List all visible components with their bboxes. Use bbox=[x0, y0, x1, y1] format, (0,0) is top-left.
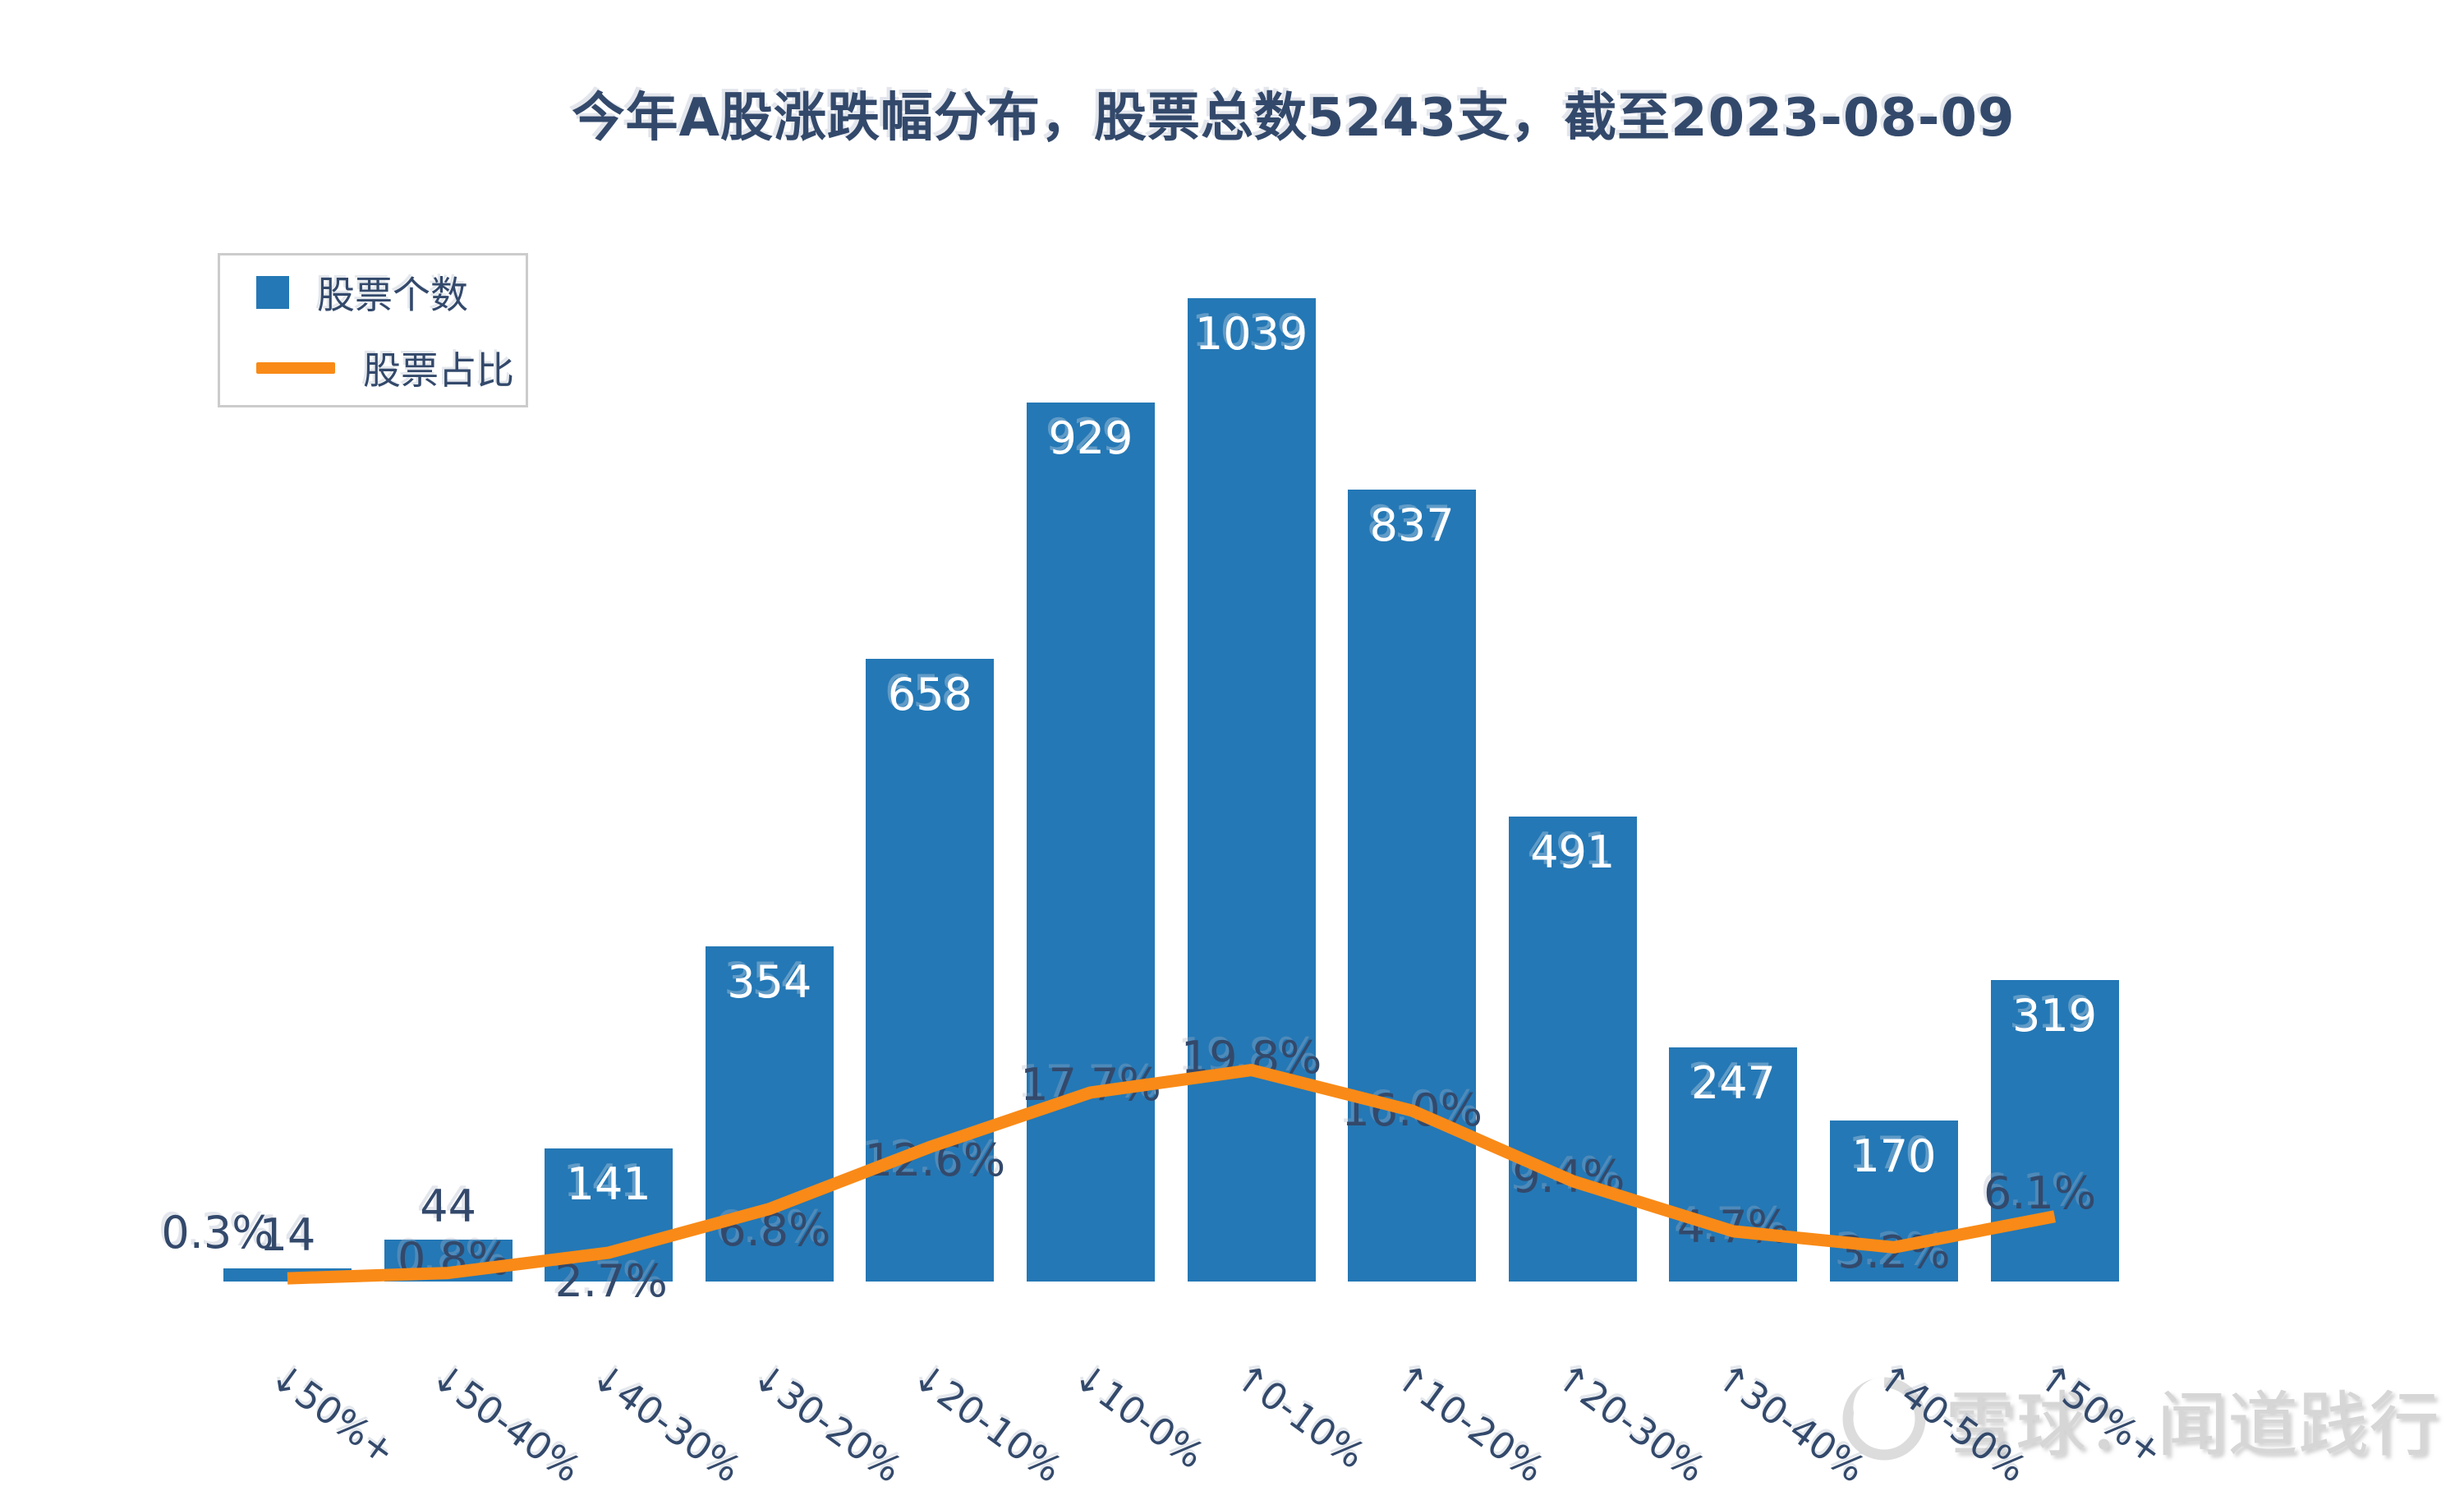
bar-value-label: 491 bbox=[1530, 826, 1616, 878]
x-tick-label: ↑10-20% bbox=[1386, 1354, 1553, 1491]
bar-value-label: 837 bbox=[1369, 499, 1455, 551]
legend-line-label: 股票占比 bbox=[363, 348, 514, 393]
bar-series-swatch-icon bbox=[256, 276, 289, 309]
pct-value-label: 6.8% bbox=[718, 1203, 831, 1256]
bar-value-label: 1039 bbox=[1194, 308, 1308, 360]
x-tick-label: ↑0-10% bbox=[1225, 1354, 1373, 1478]
pct-value-label: 6.1% bbox=[1983, 1167, 2097, 1219]
bar-value-label: 319 bbox=[2012, 990, 2098, 1042]
x-tick-label: ↓10-0% bbox=[1064, 1354, 1212, 1478]
pct-value-label: 16.0% bbox=[1341, 1084, 1483, 1136]
watermark-text: 雪球：闻道践行 bbox=[1945, 1384, 2439, 1466]
x-tick-label: ↓30-20% bbox=[743, 1354, 910, 1491]
x-tick-label: ↓50%+ bbox=[261, 1354, 404, 1474]
legend-item-bar-series: 股票个数 bbox=[256, 265, 526, 320]
pct-value-label: 2.7% bbox=[554, 1254, 668, 1307]
x-tick-label: ↑20-30% bbox=[1547, 1354, 1713, 1491]
line-series-swatch-icon bbox=[256, 362, 335, 374]
bar-value-label: 247 bbox=[1690, 1057, 1776, 1109]
x-tick-label: ↓50-40% bbox=[422, 1354, 589, 1491]
pct-value-label: 0.3% bbox=[161, 1207, 274, 1259]
bar-value-label: 354 bbox=[727, 956, 812, 1008]
bar-value-label: 929 bbox=[1048, 412, 1133, 464]
legend-item-line-series: 股票占比 bbox=[256, 341, 526, 395]
chart-title: 今年A股涨跌幅分布，股票总数5243支，截至2023-08-09 bbox=[572, 88, 2016, 149]
bar-value-label: 141 bbox=[566, 1158, 651, 1210]
bar-value-label: 658 bbox=[887, 669, 972, 720]
pct-value-label: 19.8% bbox=[1180, 1031, 1322, 1084]
x-tick-label: ↓20-10% bbox=[904, 1354, 1071, 1491]
legend-bar-label: 股票个数 bbox=[317, 273, 468, 317]
xueqiu-snowball-icon bbox=[1842, 1377, 1926, 1460]
pct-value-label: 12.6% bbox=[864, 1134, 1006, 1187]
watermark: 雪球：闻道践行 bbox=[1838, 1367, 2439, 1470]
pct-value-label: 9.4% bbox=[1512, 1150, 1625, 1203]
pct-value-label: 3.2% bbox=[1837, 1226, 1951, 1279]
x-tick-label: ↓40-30% bbox=[583, 1354, 750, 1491]
legend-box: 股票个数 股票占比 bbox=[218, 253, 528, 407]
